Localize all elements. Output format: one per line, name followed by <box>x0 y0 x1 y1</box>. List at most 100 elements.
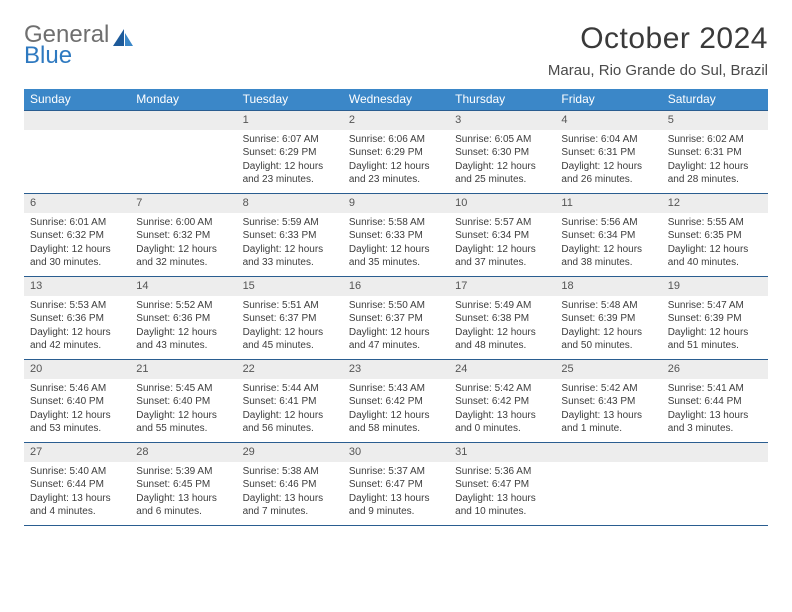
daylight-text: Daylight: 13 hours and 0 minutes. <box>455 409 549 436</box>
cell-content: Sunrise: 5:45 AMSunset: 6:40 PMDaylight:… <box>130 379 236 440</box>
day-number: 1 <box>237 111 343 130</box>
daylight-text: Daylight: 12 hours and 26 minutes. <box>561 160 655 187</box>
cell-content: Sunrise: 5:56 AMSunset: 6:34 PMDaylight:… <box>555 213 661 274</box>
sunrise-text: Sunrise: 5:42 AM <box>561 382 655 396</box>
page-header: General Blue October 2024 Marau, Rio Gra… <box>24 22 768 79</box>
day-number: 25 <box>555 360 661 379</box>
calendar-cell: 26Sunrise: 5:41 AMSunset: 6:44 PMDayligh… <box>662 360 768 442</box>
sunset-text: Sunset: 6:36 PM <box>30 312 124 326</box>
day-number <box>130 111 236 130</box>
day-number: 6 <box>24 194 130 213</box>
day-number: 16 <box>343 277 449 296</box>
cell-content: Sunrise: 6:01 AMSunset: 6:32 PMDaylight:… <box>24 213 130 274</box>
sunset-text: Sunset: 6:30 PM <box>455 146 549 160</box>
calendar-cell: 19Sunrise: 5:47 AMSunset: 6:39 PMDayligh… <box>662 277 768 359</box>
cell-content: Sunrise: 5:52 AMSunset: 6:36 PMDaylight:… <box>130 296 236 357</box>
daylight-text: Daylight: 12 hours and 23 minutes. <box>349 160 443 187</box>
sunset-text: Sunset: 6:46 PM <box>243 478 337 492</box>
cell-content: Sunrise: 5:38 AMSunset: 6:46 PMDaylight:… <box>237 462 343 523</box>
sunset-text: Sunset: 6:42 PM <box>455 395 549 409</box>
daylight-text: Daylight: 12 hours and 53 minutes. <box>30 409 124 436</box>
sunset-text: Sunset: 6:47 PM <box>349 478 443 492</box>
sunset-text: Sunset: 6:35 PM <box>668 229 762 243</box>
daylight-text: Daylight: 13 hours and 10 minutes. <box>455 492 549 519</box>
calendar-cell: 25Sunrise: 5:42 AMSunset: 6:43 PMDayligh… <box>555 360 661 442</box>
sunrise-text: Sunrise: 5:37 AM <box>349 465 443 479</box>
sunset-text: Sunset: 6:31 PM <box>561 146 655 160</box>
day-number: 15 <box>237 277 343 296</box>
day-number: 13 <box>24 277 130 296</box>
day-number: 23 <box>343 360 449 379</box>
sunrise-text: Sunrise: 5:57 AM <box>455 216 549 230</box>
calendar-cell: 1Sunrise: 6:07 AMSunset: 6:29 PMDaylight… <box>237 111 343 193</box>
sunrise-text: Sunrise: 5:51 AM <box>243 299 337 313</box>
daylight-text: Daylight: 12 hours and 25 minutes. <box>455 160 549 187</box>
day-number: 5 <box>662 111 768 130</box>
sunrise-text: Sunrise: 5:55 AM <box>668 216 762 230</box>
sunset-text: Sunset: 6:39 PM <box>561 312 655 326</box>
daylight-text: Daylight: 12 hours and 58 minutes. <box>349 409 443 436</box>
calendar-cell: 22Sunrise: 5:44 AMSunset: 6:41 PMDayligh… <box>237 360 343 442</box>
calendar-cell: 20Sunrise: 5:46 AMSunset: 6:40 PMDayligh… <box>24 360 130 442</box>
cell-content: Sunrise: 6:05 AMSunset: 6:30 PMDaylight:… <box>449 130 555 191</box>
cell-content: Sunrise: 5:57 AMSunset: 6:34 PMDaylight:… <box>449 213 555 274</box>
cell-content: Sunrise: 6:00 AMSunset: 6:32 PMDaylight:… <box>130 213 236 274</box>
cell-content <box>130 130 236 137</box>
sunset-text: Sunset: 6:29 PM <box>349 146 443 160</box>
day-number: 12 <box>662 194 768 213</box>
day-header: Monday <box>130 89 236 110</box>
calendar-cell: 6Sunrise: 6:01 AMSunset: 6:32 PMDaylight… <box>24 194 130 276</box>
daylight-text: Daylight: 12 hours and 45 minutes. <box>243 326 337 353</box>
day-number: 21 <box>130 360 236 379</box>
day-number: 11 <box>555 194 661 213</box>
cell-content: Sunrise: 5:43 AMSunset: 6:42 PMDaylight:… <box>343 379 449 440</box>
sunset-text: Sunset: 6:43 PM <box>561 395 655 409</box>
daylight-text: Daylight: 12 hours and 30 minutes. <box>30 243 124 270</box>
cell-content: Sunrise: 5:36 AMSunset: 6:47 PMDaylight:… <box>449 462 555 523</box>
cell-content: Sunrise: 6:04 AMSunset: 6:31 PMDaylight:… <box>555 130 661 191</box>
sunset-text: Sunset: 6:33 PM <box>349 229 443 243</box>
day-number: 28 <box>130 443 236 462</box>
cell-content: Sunrise: 5:51 AMSunset: 6:37 PMDaylight:… <box>237 296 343 357</box>
day-header: Friday <box>555 89 661 110</box>
month-title: October 2024 <box>548 22 768 56</box>
calendar-cell: 29Sunrise: 5:38 AMSunset: 6:46 PMDayligh… <box>237 443 343 525</box>
sunrise-text: Sunrise: 6:06 AM <box>349 133 443 147</box>
sunset-text: Sunset: 6:44 PM <box>30 478 124 492</box>
sunrise-text: Sunrise: 5:52 AM <box>136 299 230 313</box>
logo: General Blue <box>24 22 134 68</box>
sunrise-text: Sunrise: 5:56 AM <box>561 216 655 230</box>
sunrise-text: Sunrise: 5:50 AM <box>349 299 443 313</box>
sunset-text: Sunset: 6:31 PM <box>668 146 762 160</box>
sunset-text: Sunset: 6:29 PM <box>243 146 337 160</box>
cell-content: Sunrise: 5:44 AMSunset: 6:41 PMDaylight:… <box>237 379 343 440</box>
sunset-text: Sunset: 6:47 PM <box>455 478 549 492</box>
day-number: 30 <box>343 443 449 462</box>
calendar-cell: 12Sunrise: 5:55 AMSunset: 6:35 PMDayligh… <box>662 194 768 276</box>
calendar-week: 6Sunrise: 6:01 AMSunset: 6:32 PMDaylight… <box>24 193 768 276</box>
sunrise-text: Sunrise: 6:00 AM <box>136 216 230 230</box>
day-number: 31 <box>449 443 555 462</box>
cell-content: Sunrise: 5:47 AMSunset: 6:39 PMDaylight:… <box>662 296 768 357</box>
day-number: 14 <box>130 277 236 296</box>
calendar-cell: 23Sunrise: 5:43 AMSunset: 6:42 PMDayligh… <box>343 360 449 442</box>
daylight-text: Daylight: 12 hours and 51 minutes. <box>668 326 762 353</box>
sunrise-text: Sunrise: 6:01 AM <box>30 216 124 230</box>
calendar-cell: 13Sunrise: 5:53 AMSunset: 6:36 PMDayligh… <box>24 277 130 359</box>
sunrise-text: Sunrise: 5:45 AM <box>136 382 230 396</box>
sunset-text: Sunset: 6:32 PM <box>136 229 230 243</box>
sunrise-text: Sunrise: 5:58 AM <box>349 216 443 230</box>
sunrise-text: Sunrise: 5:53 AM <box>30 299 124 313</box>
cell-content: Sunrise: 5:49 AMSunset: 6:38 PMDaylight:… <box>449 296 555 357</box>
cell-content: Sunrise: 5:42 AMSunset: 6:42 PMDaylight:… <box>449 379 555 440</box>
calendar-cell: 27Sunrise: 5:40 AMSunset: 6:44 PMDayligh… <box>24 443 130 525</box>
cell-content <box>662 462 768 469</box>
sunset-text: Sunset: 6:41 PM <box>243 395 337 409</box>
sunset-text: Sunset: 6:44 PM <box>668 395 762 409</box>
daylight-text: Daylight: 12 hours and 48 minutes. <box>455 326 549 353</box>
calendar-cell: 2Sunrise: 6:06 AMSunset: 6:29 PMDaylight… <box>343 111 449 193</box>
daylight-text: Daylight: 13 hours and 7 minutes. <box>243 492 337 519</box>
sunrise-text: Sunrise: 5:44 AM <box>243 382 337 396</box>
day-number: 4 <box>555 111 661 130</box>
calendar-cell: 4Sunrise: 6:04 AMSunset: 6:31 PMDaylight… <box>555 111 661 193</box>
